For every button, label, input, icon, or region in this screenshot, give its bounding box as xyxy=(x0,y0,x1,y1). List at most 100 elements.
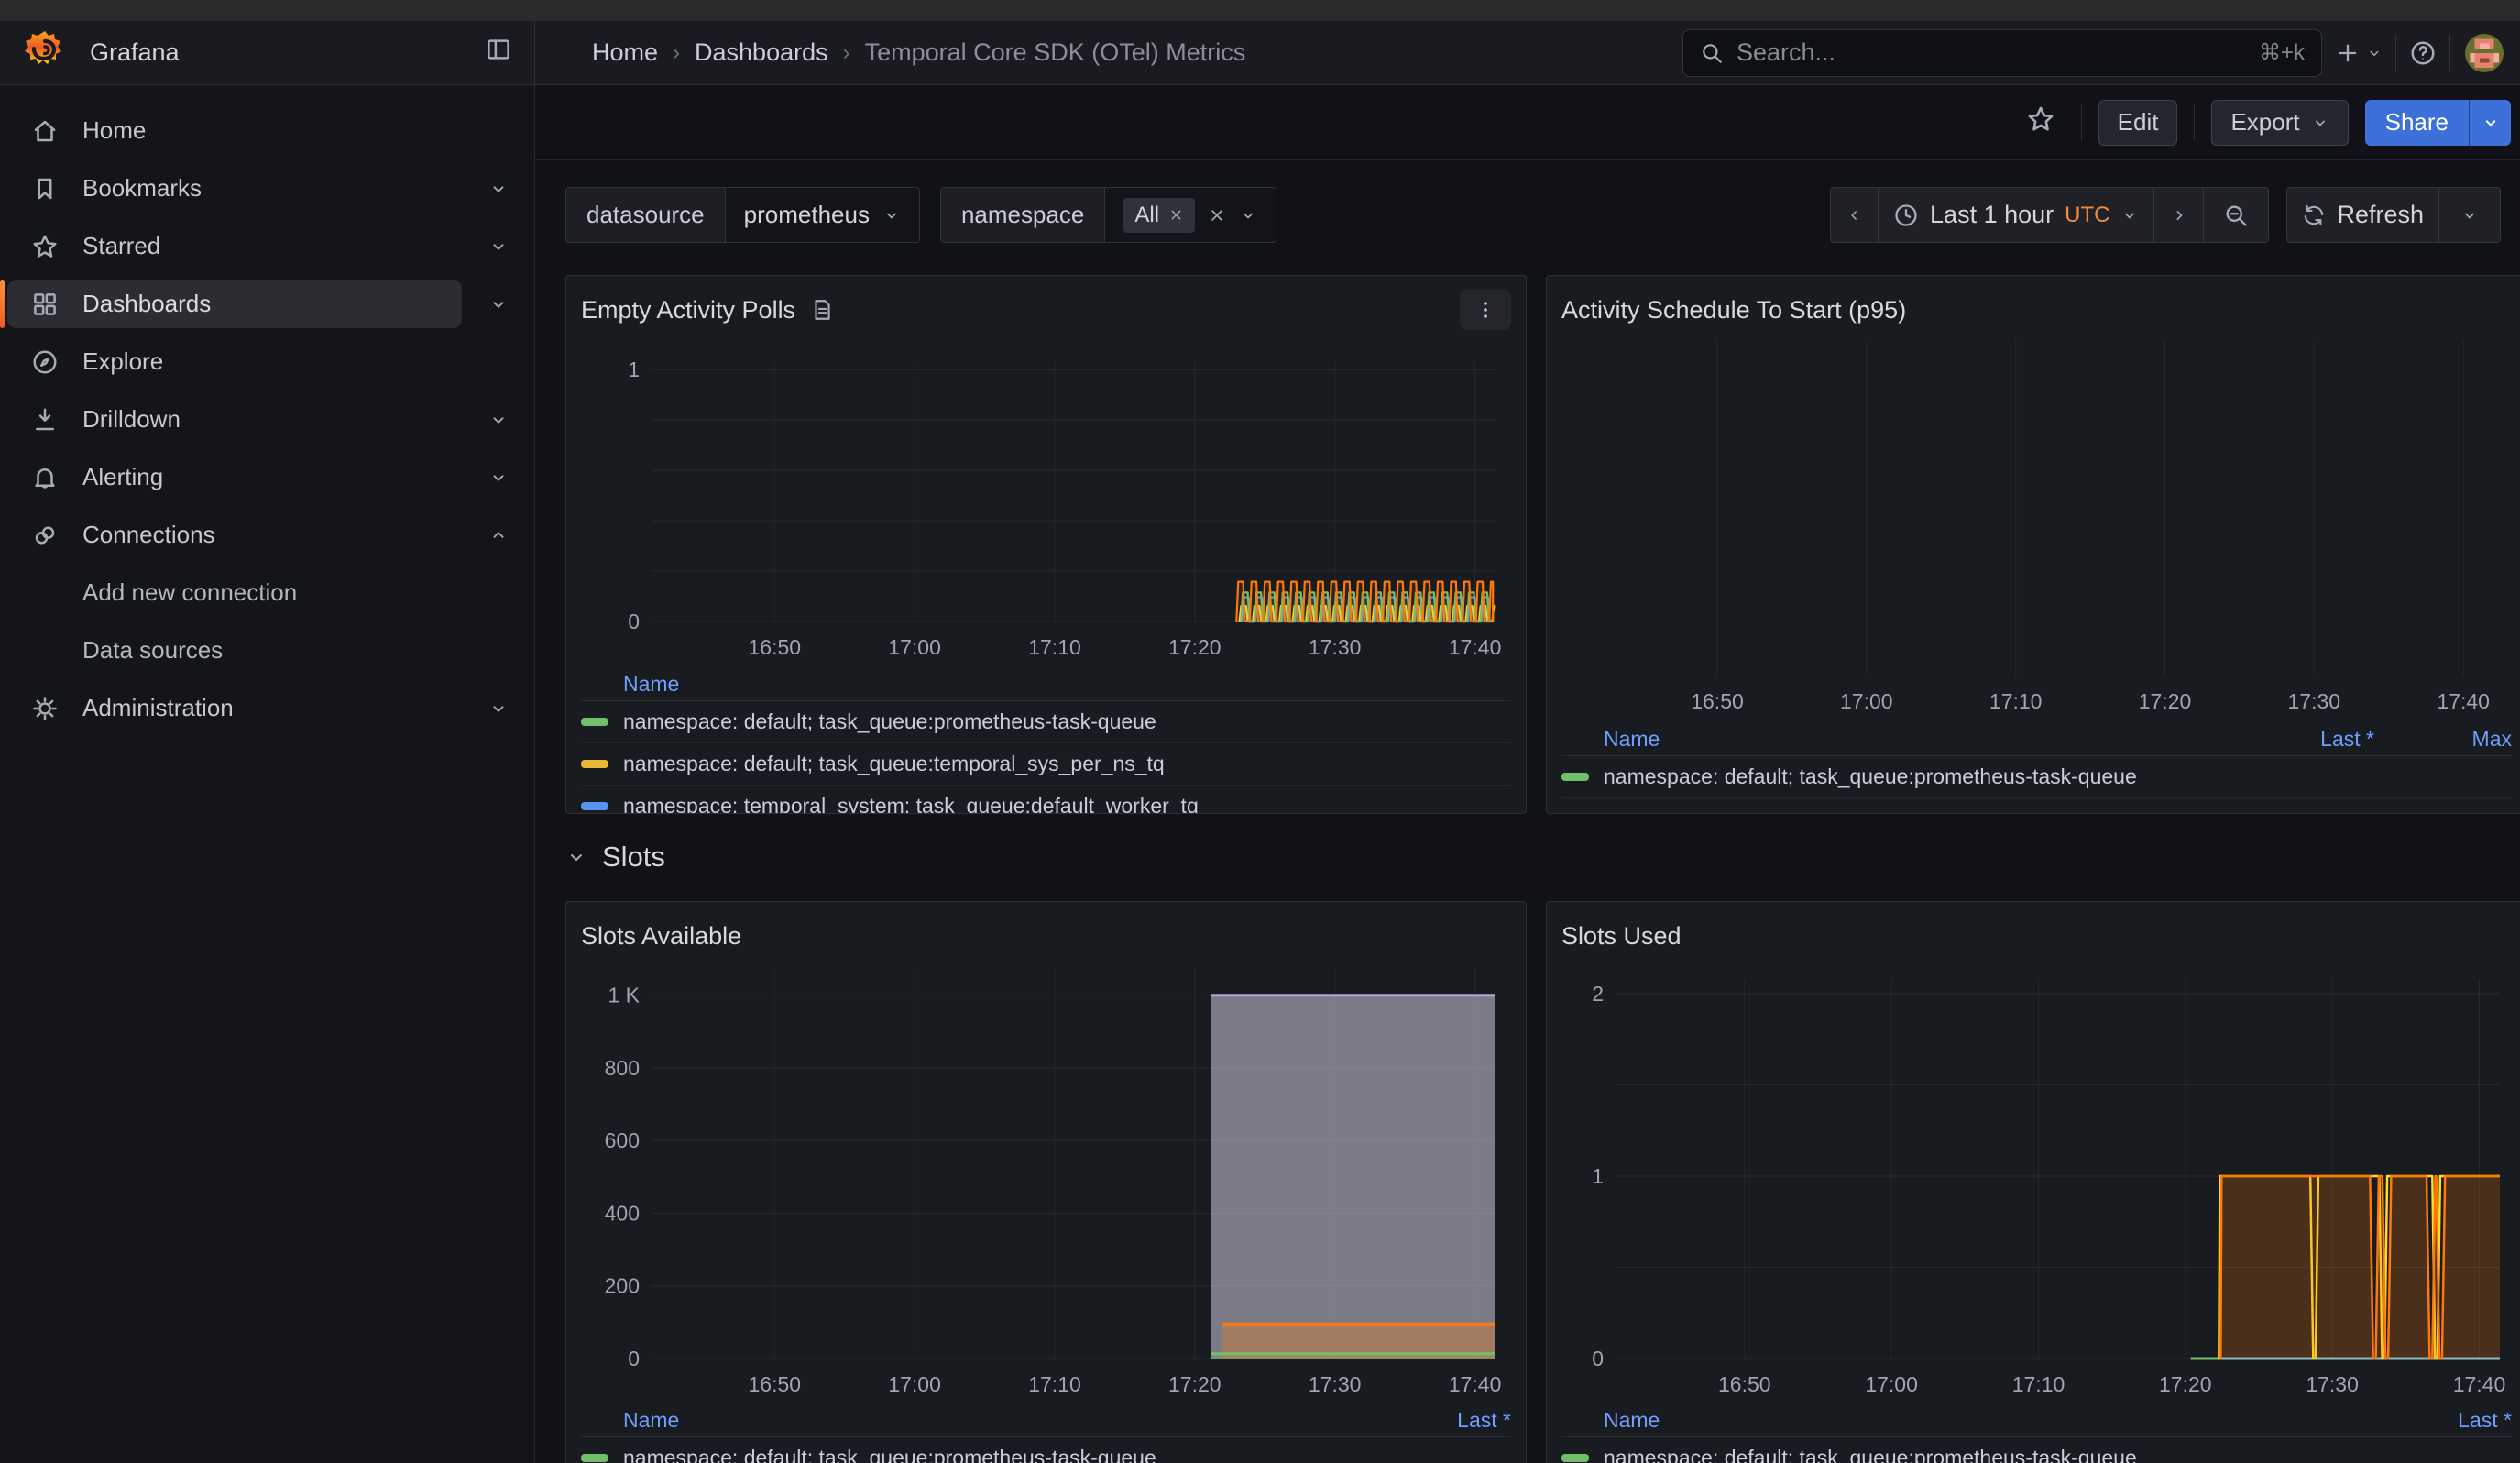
user-avatar[interactable] xyxy=(2465,33,2504,72)
series-color-pill[interactable] xyxy=(1561,773,1589,781)
svg-text:17:30: 17:30 xyxy=(1309,1372,1362,1396)
clear-all-icon[interactable] xyxy=(1208,206,1226,225)
share-button[interactable]: Share xyxy=(2364,99,2469,146)
breadcrumb-item[interactable]: Home xyxy=(592,38,659,66)
panel-title: Slots Used xyxy=(1561,921,1682,950)
sidebar-collapse-icon[interactable] xyxy=(485,36,512,70)
window-title-strip xyxy=(0,0,2520,21)
panel-title: Activity Schedule To Start (p95) xyxy=(1561,295,1907,324)
grid-icon xyxy=(31,291,59,318)
legend-row[interactable]: namespace: default; task_queue:prometheu… xyxy=(581,1437,1511,1463)
edit-button[interactable]: Edit xyxy=(2098,99,2178,146)
panel-title: Empty Activity Polls xyxy=(581,295,796,324)
svg-text:0: 0 xyxy=(628,1347,640,1370)
chevron-down-icon xyxy=(2315,120,2325,126)
time-range-picker[interactable]: Last 1 hour UTC xyxy=(1879,188,2155,242)
search-input[interactable]: Search... ⌘+k xyxy=(1682,28,2322,77)
svg-text:16:50: 16:50 xyxy=(1691,689,1744,713)
refresh-button[interactable]: Refresh xyxy=(2287,188,2439,242)
series-name[interactable]: namespace: temporal_system; task_queue:d… xyxy=(623,794,1199,813)
panel-header[interactable]: Activity Schedule To Start (p95) xyxy=(1561,289,2512,331)
zoom-out-button[interactable] xyxy=(2204,188,2268,242)
legend-column-header[interactable]: Last * xyxy=(1457,1408,1511,1432)
chevron-right-icon xyxy=(2176,210,2183,220)
sidebar-item-administration[interactable]: Administration xyxy=(0,679,534,737)
legend-column-header[interactable]: Name xyxy=(1604,1408,1660,1432)
row-slots[interactable]: Slots xyxy=(565,838,2520,876)
legend-column-header[interactable]: Name xyxy=(1604,727,1660,751)
sidebar-item-starred[interactable]: Starred xyxy=(0,217,534,275)
variables-row: datasource prometheus namespace All xyxy=(565,187,2501,243)
sidebar-item-alerting[interactable]: Alerting xyxy=(0,448,534,506)
svg-text:2: 2 xyxy=(1592,982,1604,1006)
sidebar-item-explore[interactable]: Explore xyxy=(0,333,534,390)
chevron-down-icon xyxy=(1244,213,1254,218)
legend-row[interactable]: namespace: default; task_queue:prometheu… xyxy=(1561,1437,2512,1463)
legend-row[interactable]: namespace: default; task_queue:prometheu… xyxy=(581,701,1511,743)
refresh-interval-button[interactable] xyxy=(2439,188,2500,242)
spacer xyxy=(31,637,59,665)
series-color-pill[interactable] xyxy=(581,1454,608,1462)
sidebar-item-label: Connections xyxy=(82,521,215,548)
legend-row[interactable]: namespace: default; task_queue:temporal_… xyxy=(581,743,1511,786)
timeseries-chart[interactable]: 16:50 17:00 17:10 17:20 17:30 17:40 0 200 400 600… xyxy=(581,957,1511,1404)
series-color-pill[interactable] xyxy=(1561,1454,1589,1462)
series-name[interactable]: namespace: default; task_queue:prometheu… xyxy=(1604,764,2137,788)
panel-legend: Name Last * namespace: default; task_queue… xyxy=(581,1404,1511,1463)
svg-text:17:10: 17:10 xyxy=(1028,635,1081,659)
share-menu-button[interactable] xyxy=(2469,99,2511,146)
svg-text:16:50: 16:50 xyxy=(1718,1372,1771,1396)
panel-slots-available: Slots Available 16:50 17:00 17:10 17:20 17:3… xyxy=(565,901,1527,1463)
series-name[interactable]: namespace: default; task_queue:prometheu… xyxy=(623,710,1156,733)
legend-column-header[interactable]: Name xyxy=(623,1408,680,1432)
legend-row[interactable]: namespace: temporal_system; task_queue:d… xyxy=(581,786,1511,813)
chevron-up-icon xyxy=(493,531,504,538)
svg-text:1 K: 1 K xyxy=(608,984,640,1007)
panel-description-icon[interactable] xyxy=(810,298,834,322)
panel-header[interactable]: Slots Used xyxy=(1561,915,2512,957)
series-name[interactable]: namespace: default; task_queue:prometheu… xyxy=(623,1446,1156,1463)
legend-row[interactable]: namespace: default; task_queue:prometheu… xyxy=(1561,756,2512,798)
sidebar-item-bookmarks[interactable]: Bookmarks xyxy=(0,160,534,217)
sidebar-item-data-sources[interactable]: Data sources xyxy=(0,622,534,679)
series-color-pill[interactable] xyxy=(581,760,608,768)
panel-menu-button[interactable] xyxy=(1460,290,1511,330)
timeseries-chart[interactable]: 16:50 17:00 17:10 17:20 17:30 17:40 0 1 xyxy=(581,331,1511,668)
timeseries-chart[interactable]: 16:50 17:00 17:10 17:20 17:30 17:40 0 1 2 xyxy=(1561,957,2512,1404)
sidebar-item-label: Drilldown xyxy=(82,405,181,433)
time-shift-back-button[interactable] xyxy=(1831,188,1879,242)
add-new-button[interactable] xyxy=(2322,29,2395,77)
legend-column-header[interactable]: Last * xyxy=(2458,1408,2512,1432)
timeseries-chart[interactable]: 16:50 17:00 17:10 17:20 17:30 17:40 xyxy=(1561,331,2512,723)
grafana-logo[interactable] xyxy=(24,28,66,77)
panel-header[interactable]: Empty Activity Polls xyxy=(581,289,1511,331)
legend-column-header[interactable]: Name xyxy=(623,672,680,696)
refresh-controls: Refresh xyxy=(2286,187,2501,243)
time-shift-forward-button[interactable] xyxy=(2154,188,2205,242)
gear-icon xyxy=(31,695,59,722)
series-color-pill[interactable] xyxy=(581,802,608,810)
svg-text:200: 200 xyxy=(605,1274,640,1298)
plus-icon xyxy=(2339,44,2357,61)
series-color-pill[interactable] xyxy=(581,718,608,726)
breadcrumb: Home › Dashboards › Temporal Core SDK (OTel)… xyxy=(592,38,1245,67)
favorite-star-button[interactable] xyxy=(2017,104,2065,140)
remove-value-icon[interactable] xyxy=(1168,207,1184,223)
datasource-select[interactable]: prometheus xyxy=(725,188,919,242)
namespace-select[interactable]: All xyxy=(1105,188,1276,242)
sidebar-item-add-new-connection[interactable]: Add new connection xyxy=(0,564,534,622)
breadcrumb-item[interactable]: Dashboards xyxy=(695,38,828,66)
legend-column-header[interactable]: Max xyxy=(2471,727,2512,751)
sidebar-item-label: Bookmarks xyxy=(82,174,203,202)
legend-column-header[interactable]: Last * xyxy=(2320,727,2374,751)
sidebar-item-connections[interactable]: Connections xyxy=(0,506,534,564)
chevron-down-icon xyxy=(571,854,582,861)
panel-header[interactable]: Slots Available xyxy=(581,915,1511,957)
series-name[interactable]: namespace: default; task_queue:prometheu… xyxy=(1604,1446,2137,1463)
help-button[interactable] xyxy=(2396,29,2449,77)
sidebar-item-drilldown[interactable]: Drilldown xyxy=(0,390,534,448)
sidebar-item-dashboards[interactable]: Dashboards xyxy=(0,275,534,333)
sidebar-item-home[interactable]: Home xyxy=(0,102,534,160)
series-name[interactable]: namespace: default; task_queue:temporal_… xyxy=(623,752,1165,776)
export-button[interactable]: Export xyxy=(2211,99,2349,146)
